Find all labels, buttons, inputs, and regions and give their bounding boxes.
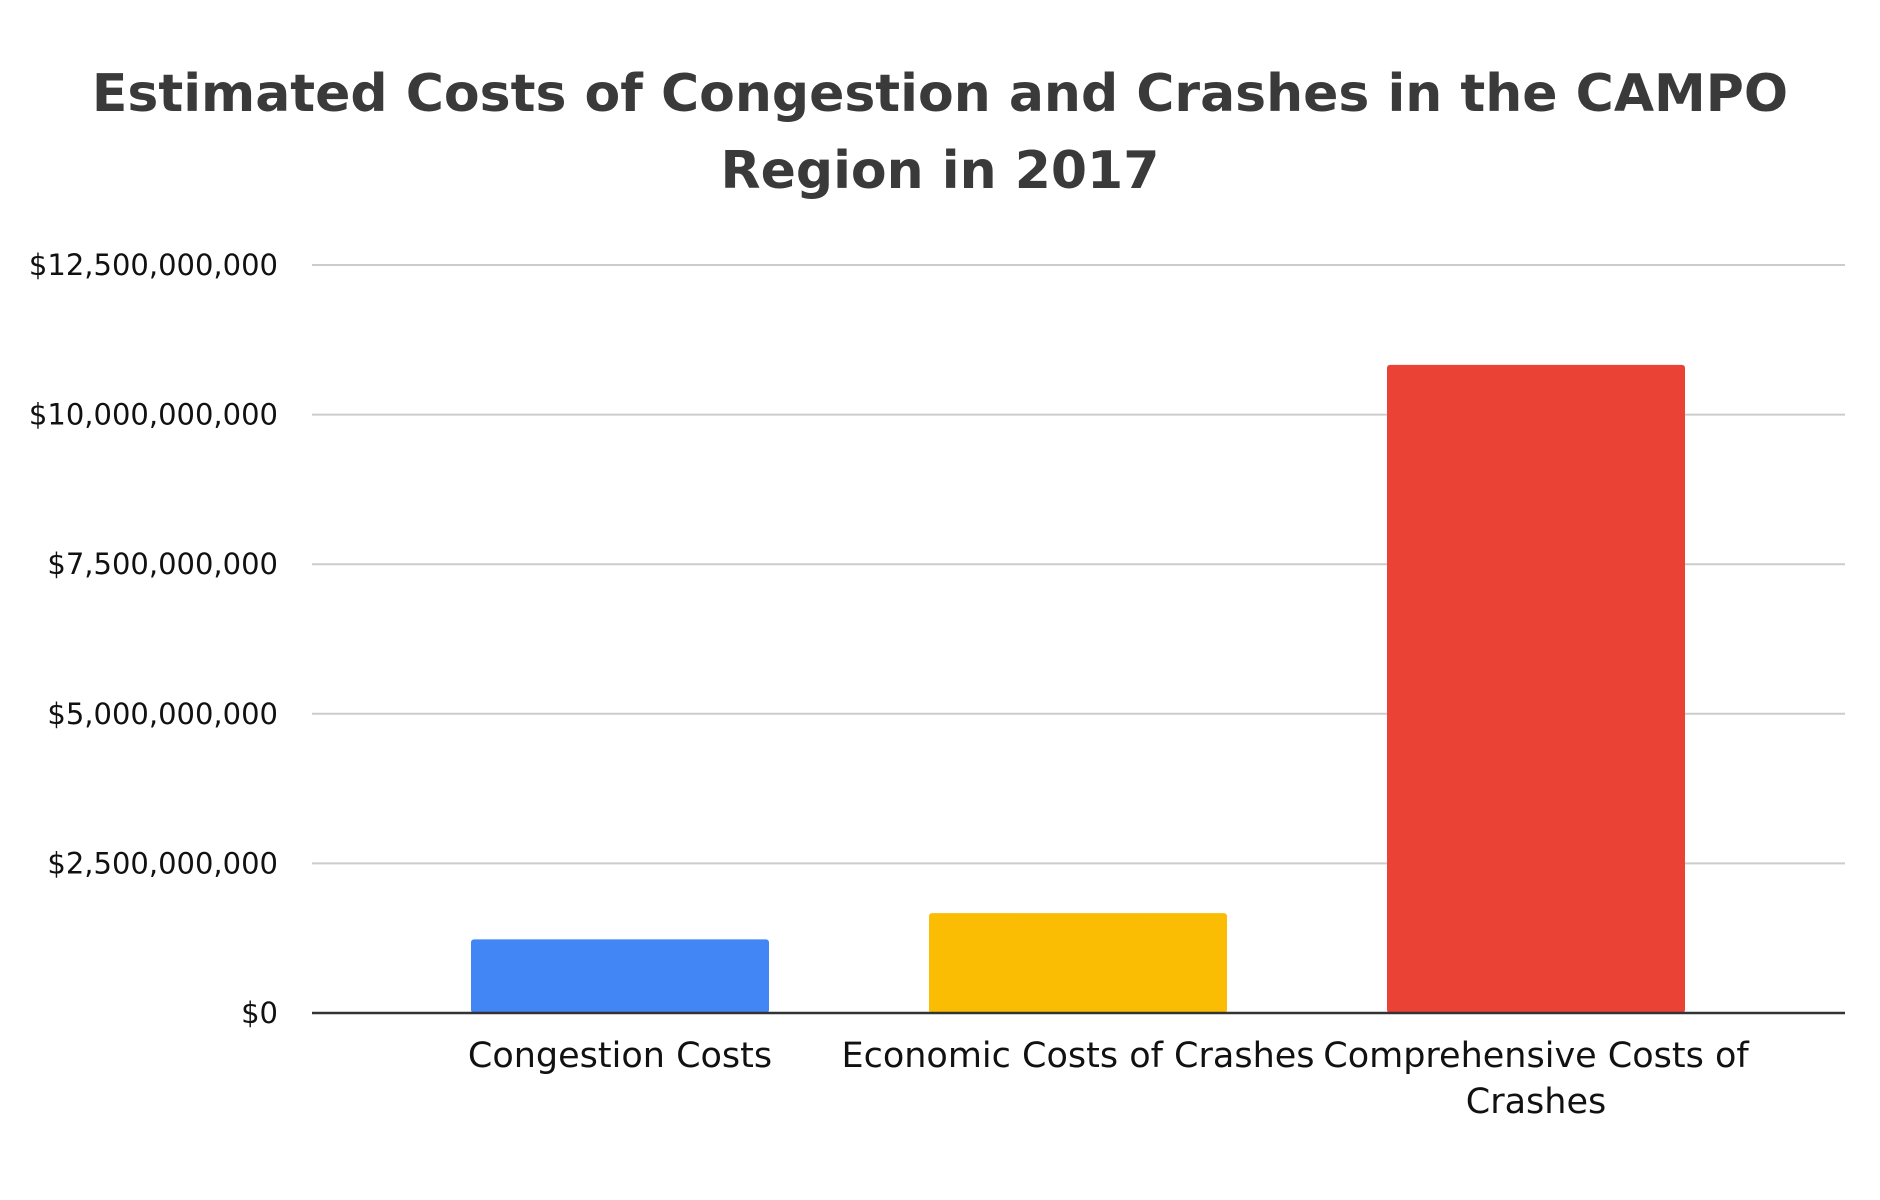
chart-title-line-1: Estimated Costs of Congestion and Crashe… <box>91 64 1789 124</box>
y-tick-label: $2,500,000,000 <box>47 846 278 880</box>
y-tick-label: $10,000,000,000 <box>29 398 278 432</box>
y-axis-labels: $0 $2,500,000,000 $5,000,000,000 $7,500,000… <box>29 248 278 1030</box>
y-tick-label: $7,500,000,000 <box>47 547 278 581</box>
x-tick-label: Comprehensive Costs of Crashes <box>1323 1036 1749 1122</box>
y-tick-label: $5,000,000,000 <box>47 697 278 731</box>
x-axis-labels: Congestion Costs Economic Costs of Crashe… <box>468 1036 1750 1122</box>
bar <box>929 913 1227 1013</box>
y-tick-label: $0 <box>241 996 278 1030</box>
x-tick-label: Congestion Costs <box>468 1036 772 1076</box>
bars <box>471 364 1685 1013</box>
x-tick-label: Economic Costs of Crashes <box>841 1036 1314 1076</box>
chart-title-line-2: Region in 2017 <box>720 141 1160 201</box>
y-tick-label: $12,500,000,000 <box>29 248 278 282</box>
bar <box>471 939 769 1013</box>
bar <box>1387 364 1685 1013</box>
chart-title: Estimated Costs of Congestion and Crashe… <box>0 56 1880 210</box>
